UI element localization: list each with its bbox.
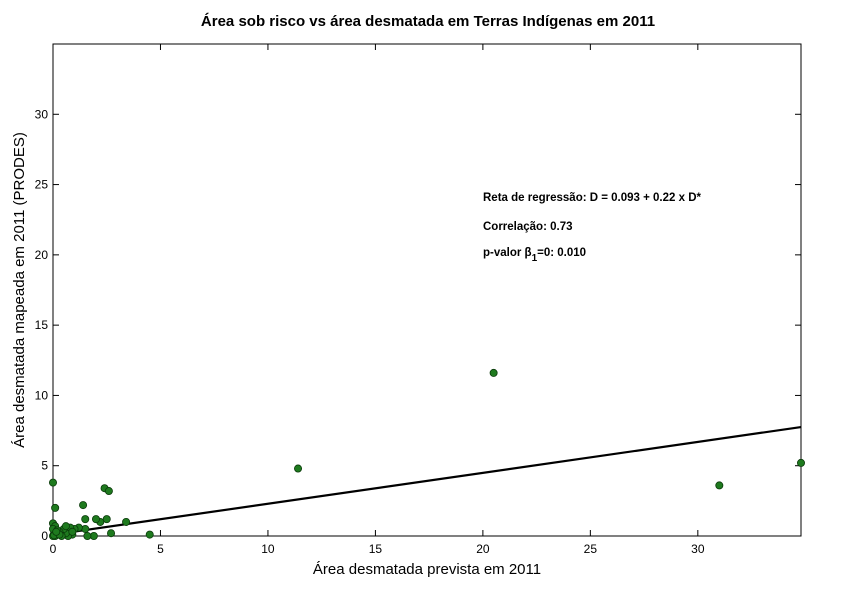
pvalue-suffix: =0: 0.010 [537,247,586,259]
y-tick-label: 0 [41,529,48,543]
x-tick-label: 5 [157,542,164,556]
x-tick-label: 15 [369,542,383,556]
data-point [61,522,70,531]
x-tick-label: 25 [584,542,598,556]
data-point [145,530,154,539]
plot-area [52,43,802,537]
data-point [797,458,806,467]
data-point [52,527,61,536]
y-tick-label: 10 [35,388,49,402]
pvalue-subscript: 1 [532,253,538,264]
data-point [294,464,303,473]
y-tick-label: 20 [35,248,49,262]
data-point [489,368,498,377]
data-points [49,368,806,541]
y-tick-label: 30 [35,107,49,121]
x-axis-ticks: 0 5 10 15 20 25 30 [50,44,705,556]
data-point [122,517,131,526]
chart-title: Área sob risco vs área desmatada em Terr… [201,13,655,30]
y-tick-label: 15 [35,318,49,332]
x-tick-label: 0 [50,542,57,556]
data-point [81,515,90,524]
pvalue-prefix: p-valor β [483,247,532,259]
data-point [51,503,60,512]
regression-line [52,425,802,536]
x-tick-label: 20 [476,542,490,556]
y-tick-label: 25 [35,178,49,192]
data-point [79,501,88,510]
y-axis-label: Área desmatada mapeada em 2011 (PRODES) [11,132,28,448]
data-point [68,527,77,536]
data-point [715,481,724,490]
y-axis-ticks: 0 5 10 15 20 25 30 [35,107,801,543]
pvalue-annotation: p-valor β1=0: 0.010 [483,247,586,264]
data-point [102,515,111,524]
y-tick-label: 5 [41,459,48,473]
x-axis-label: Área desmatada prevista em 2011 [313,561,541,578]
data-point [104,487,113,496]
data-point [107,529,116,538]
data-point [91,515,100,524]
data-point [49,478,58,487]
x-tick-label: 30 [691,542,705,556]
correlation-annotation: Correlação: 0.73 [483,221,573,233]
data-point [83,532,92,541]
x-tick-label: 10 [261,542,275,556]
regression-annotation: Reta de regressão: D = 0.093 + 0.22 x D* [483,192,702,204]
data-point [81,524,90,533]
